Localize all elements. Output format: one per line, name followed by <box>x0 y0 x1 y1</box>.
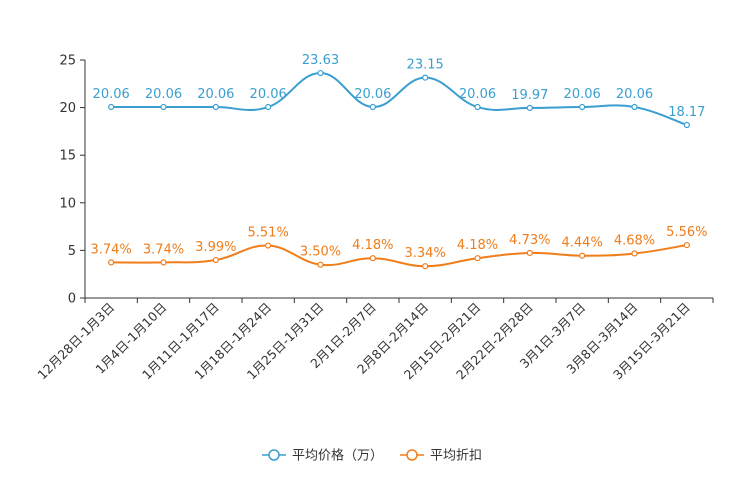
data-label: 3.50% <box>300 245 341 260</box>
data-point[interactable] <box>683 121 690 129</box>
legend[interactable]: 平均价格（万） 平均折扣 <box>262 448 482 464</box>
y-tick-label: 10 <box>59 196 76 211</box>
data-point[interactable] <box>631 103 638 111</box>
data-point[interactable] <box>579 252 586 259</box>
legend-label: 平均折扣 <box>430 449 482 464</box>
data-label: 4.18% <box>352 238 393 253</box>
data-label: 20.06 <box>564 87 601 102</box>
data-label: 3.74% <box>91 242 132 257</box>
y-tick-label: 15 <box>59 149 76 164</box>
data-label: 20.06 <box>459 87 496 102</box>
axes: 051015202512月28日-1月3日1月4日-1月10日1月11日-1月1… <box>34 54 714 382</box>
data-point[interactable] <box>108 259 115 266</box>
y-tick-label: 5 <box>68 244 76 259</box>
data-point[interactable] <box>317 261 324 268</box>
data-label: 3.34% <box>405 246 446 261</box>
data-point[interactable] <box>526 249 533 257</box>
series-line <box>111 244 687 268</box>
data-point[interactable] <box>317 69 324 77</box>
legend-label: 平均价格（万） <box>292 448 383 464</box>
data-label: 5.51% <box>248 226 289 241</box>
data-point[interactable] <box>526 104 533 111</box>
series-2: 3.74% 3.74% 3.99% 5.51% 3.50% 4.18% 3.34% 4.18%… <box>91 225 707 270</box>
data-label: 18.17 <box>668 105 705 120</box>
y-tick-label: 25 <box>59 54 76 69</box>
data-label: 23.63 <box>302 53 339 68</box>
data-point[interactable] <box>160 259 167 266</box>
data-label: 4.44% <box>562 236 603 251</box>
legend-item[interactable]: 平均价格（万） <box>262 448 383 464</box>
legend-marker-icon <box>268 449 280 461</box>
data-label: 3.99% <box>195 240 236 255</box>
data-point[interactable] <box>474 255 481 262</box>
data-label: 4.18% <box>457 238 498 253</box>
data-point[interactable] <box>683 241 690 249</box>
legend-item[interactable]: 平均折扣 <box>400 449 482 464</box>
data-point[interactable] <box>422 263 429 270</box>
legend-marker-icon <box>406 449 418 461</box>
data-point[interactable] <box>631 250 638 257</box>
data-point[interactable] <box>579 103 586 111</box>
data-label: 20.06 <box>250 87 287 102</box>
data-point[interactable] <box>160 103 167 111</box>
data-label: 20.06 <box>145 87 182 102</box>
y-tick-label: 20 <box>59 101 76 116</box>
data-point[interactable] <box>108 103 115 111</box>
data-label: 20.06 <box>93 87 130 102</box>
series-layer: 20.06 20.06 20.06 20.06 23.63 20.06 23.15 20.06… <box>91 53 707 270</box>
data-point[interactable] <box>265 242 272 249</box>
data-label: 20.06 <box>616 87 653 102</box>
data-label: 20.06 <box>354 87 391 102</box>
data-point[interactable] <box>474 103 481 111</box>
data-label: 4.73% <box>509 233 550 248</box>
y-tick-label: 0 <box>68 292 76 307</box>
data-label: 19.97 <box>511 88 548 103</box>
data-point[interactable] <box>212 256 219 264</box>
data-label: 4.68% <box>614 233 655 248</box>
data-point[interactable] <box>369 255 376 262</box>
data-point[interactable] <box>422 74 429 81</box>
data-point[interactable] <box>212 103 219 111</box>
data-point[interactable] <box>265 103 272 111</box>
data-label: 23.15 <box>407 58 444 73</box>
data-label: 5.56% <box>666 225 707 240</box>
data-point[interactable] <box>369 103 376 111</box>
series-1: 20.06 20.06 20.06 20.06 23.63 20.06 23.15 20.06… <box>93 53 705 129</box>
data-label: 3.74% <box>143 242 184 257</box>
data-label: 20.06 <box>197 87 234 102</box>
